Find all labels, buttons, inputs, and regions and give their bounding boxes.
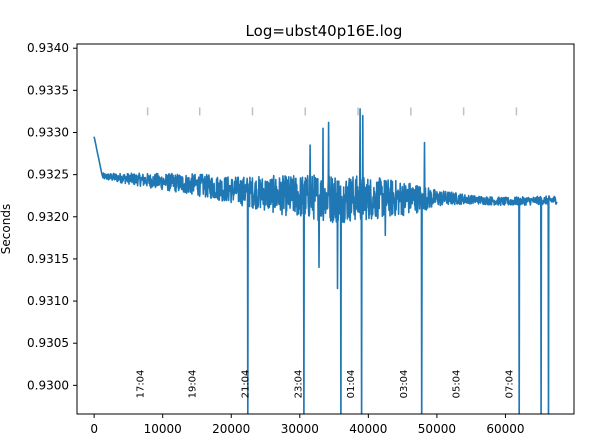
y-tick-label: 0.9315 xyxy=(27,252,69,266)
hour-label: 05:04 xyxy=(452,370,463,399)
y-tick-label: 0.9335 xyxy=(27,83,69,97)
x-tick-label: 50000 xyxy=(418,422,456,436)
hour-label: 21:04 xyxy=(240,370,251,399)
y-tick-label: 0.9300 xyxy=(27,378,69,392)
y-tick-label: 0.9305 xyxy=(27,336,69,350)
series-line xyxy=(93,108,558,414)
series-group xyxy=(93,108,558,414)
y-axis: 0.9300 0.9305 0.9310 0.9315 0.9320 0.9325 0.93… xyxy=(27,41,77,392)
x-tick-label: 30000 xyxy=(281,422,319,436)
x-axis: 0 10000 20000 30000 40000 50000 60000 xyxy=(90,414,525,436)
x-tick-label: 20000 xyxy=(212,422,250,436)
x-tick-label: 0 xyxy=(90,422,98,436)
y-tick-label: 0.9340 xyxy=(27,41,69,55)
hour-labels: 17:04 19:04 21:04 23:04 01:04 03:04 05:04 07:04 xyxy=(136,370,516,399)
y-tick-label: 0.9330 xyxy=(27,125,69,139)
x-tick-label: 60000 xyxy=(486,422,524,436)
hour-label: 01:04 xyxy=(346,370,357,399)
y-tick-label: 0.9320 xyxy=(27,210,69,224)
x-tick-label: 10000 xyxy=(144,422,182,436)
hour-label: 17:04 xyxy=(136,370,147,399)
y-axis-label: Seconds xyxy=(0,204,13,254)
y-tick-label: 0.9310 xyxy=(27,294,69,308)
y-tick-label: 0.9325 xyxy=(27,168,69,182)
chart-title: Log=ubst40p16E.log xyxy=(246,22,403,40)
plot-area xyxy=(76,43,575,415)
x-tick-label: 40000 xyxy=(349,422,387,436)
hour-label: 23:04 xyxy=(293,370,304,399)
hour-label: 07:04 xyxy=(504,370,515,399)
hour-label: 19:04 xyxy=(188,370,199,399)
hour-markers xyxy=(146,107,518,116)
hour-label: 03:04 xyxy=(399,370,410,399)
